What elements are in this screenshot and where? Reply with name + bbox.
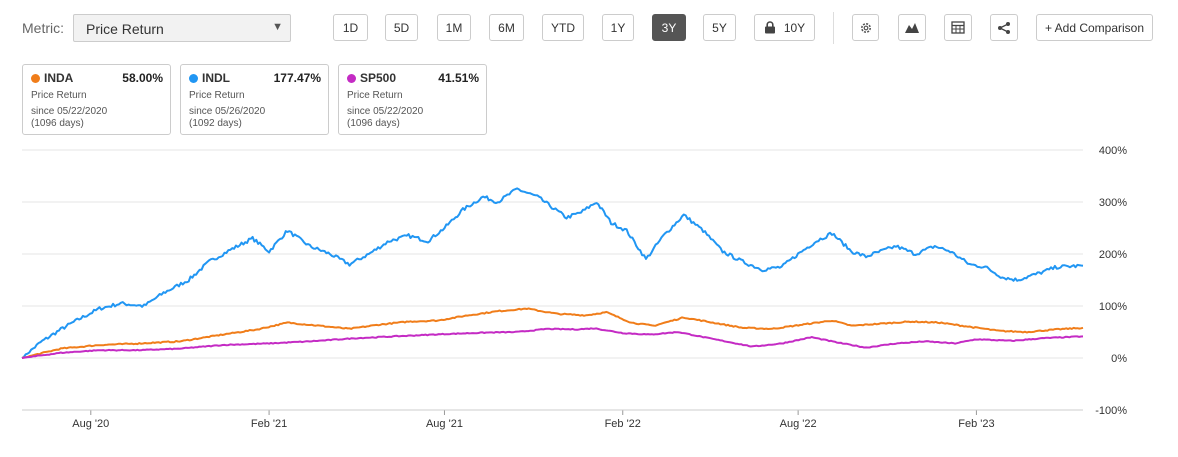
x-tick-label: Aug '20	[72, 418, 109, 430]
series-color-dot	[347, 74, 356, 83]
range-1y-button[interactable]: 1Y	[602, 14, 634, 41]
card-since: since 05/26/2020	[189, 106, 266, 117]
toolbar-divider	[833, 12, 834, 44]
card-days: (1096 days)	[31, 118, 84, 129]
gear-icon	[860, 22, 871, 33]
mountain-chart-icon	[905, 23, 919, 33]
range-6m-button[interactable]: 6M	[489, 14, 524, 41]
x-tick-label: Aug '21	[426, 418, 463, 430]
table-view-button[interactable]	[944, 14, 972, 41]
range-1d-button[interactable]: 1D	[333, 14, 368, 41]
card-metric: Price Return	[189, 90, 245, 101]
legend-card-sp500[interactable]: SP500 41.51% Price Return since 05/22/20…	[338, 64, 487, 135]
share-button[interactable]	[990, 14, 1018, 41]
range-5y-button[interactable]: 5Y	[703, 14, 736, 41]
legend-card-indl[interactable]: INDL 177.47% Price Return since 05/26/20…	[180, 64, 329, 135]
range-1m-button[interactable]: 1M	[437, 14, 471, 41]
toolbar: Metric: Price Return ▼ 1D 5D 1M 6M YTD 1…	[0, 0, 1178, 58]
card-ticker: INDA	[44, 71, 74, 85]
y-tick-label: 100%	[1099, 301, 1127, 313]
metric-label: Metric:	[22, 20, 64, 36]
range-10y-label: 10Y	[783, 20, 806, 35]
card-days: (1096 days)	[347, 118, 400, 129]
y-tick-label: 200%	[1099, 249, 1127, 261]
y-tick-label: 300%	[1099, 197, 1127, 209]
x-tick-label: Aug '22	[780, 418, 817, 430]
lock-icon	[764, 21, 775, 34]
table-icon	[951, 21, 965, 34]
card-value: 41.51%	[438, 71, 479, 85]
chevron-down-icon: ▼	[272, 21, 283, 33]
series-color-dot	[189, 74, 198, 83]
card-ticker: SP500	[360, 71, 397, 85]
metric-select[interactable]: Price Return ▼	[73, 14, 291, 42]
chart-type-button[interactable]	[898, 14, 926, 41]
x-tick-label: Feb '23	[958, 418, 994, 430]
add-comparison-button[interactable]: + Add Comparison	[1036, 14, 1153, 41]
range-5d-button[interactable]: 5D	[385, 14, 418, 41]
card-value: 58.00%	[122, 71, 163, 85]
series-line-sp500[interactable]	[21, 327, 1084, 359]
card-value: 177.47%	[273, 71, 321, 85]
card-metric: Price Return	[347, 90, 403, 101]
series-line-inda[interactable]	[21, 307, 1084, 359]
series-color-dot	[31, 74, 40, 83]
y-tick-label: -100%	[1095, 405, 1127, 417]
range-3y-button[interactable]: 3Y	[652, 14, 686, 41]
y-tick-label: 400%	[1099, 145, 1127, 157]
y-tick-label: 0%	[1111, 353, 1127, 365]
settings-button[interactable]	[852, 14, 879, 41]
range-ytd-button[interactable]: YTD	[542, 14, 584, 41]
card-since: since 05/22/2020	[31, 106, 108, 117]
legend-card-inda[interactable]: INDA 58.00% Price Return since 05/22/202…	[22, 64, 171, 135]
card-metric: Price Return	[31, 90, 87, 101]
series-line-indl[interactable]	[21, 187, 1084, 359]
metric-select-value: Price Return	[86, 21, 164, 37]
card-days: (1092 days)	[189, 118, 242, 129]
card-since: since 05/22/2020	[347, 106, 424, 117]
share-icon	[998, 21, 1010, 34]
card-ticker: INDL	[202, 71, 230, 85]
price-return-chart[interactable]: 400% 300% 200% 100% 0% -100% Aug '20 Feb '21 Au…	[0, 140, 1178, 457]
x-tick-label: Feb '21	[251, 418, 287, 430]
x-tick-label: Feb '22	[605, 418, 641, 430]
range-10y-button[interactable]: 10Y	[754, 14, 815, 41]
